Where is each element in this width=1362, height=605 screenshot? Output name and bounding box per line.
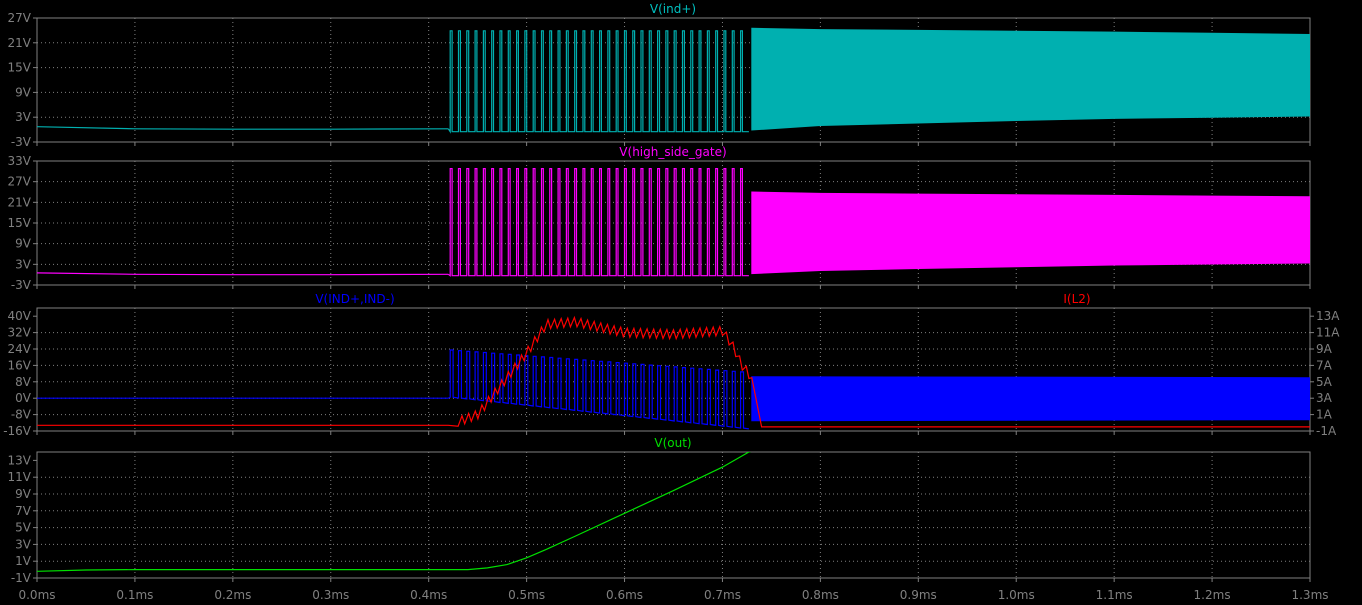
series-v-ind-ind-switching xyxy=(448,349,749,430)
y-tick-label: 16V xyxy=(8,358,32,372)
y-tick-label: -3V xyxy=(11,278,32,292)
y2-tick-label: 1A xyxy=(1316,408,1333,422)
series-v-out-line xyxy=(37,452,752,572)
x-tick-label: 0.4ms xyxy=(410,588,447,602)
y-tick-label: 3V xyxy=(15,537,32,551)
y2-tick-label: 9A xyxy=(1316,342,1333,356)
y-tick-label: -3V xyxy=(11,135,32,149)
chart-title: V(high_side_gate) xyxy=(619,145,726,159)
series-v-ind-ind-switching-band xyxy=(751,376,1310,422)
y-tick-label: 1V xyxy=(15,554,32,568)
x-tick-label: 1.1ms xyxy=(1096,588,1133,602)
x-tick-label: 0.2ms xyxy=(214,588,251,602)
plot-frame xyxy=(36,307,1311,432)
chart-pane-4: -1V 1V 3V 5V 7V 9V 11V 13V V(out) xyxy=(8,436,1311,585)
y-tick-label: 9V xyxy=(15,85,32,99)
x-axis: 0.0ms 0.1ms 0.2ms 0.3ms 0.4ms 0.5ms 0.6ms 0.7ms… xyxy=(18,588,1328,602)
series-v-high-side-gate-switching-band xyxy=(751,191,1310,275)
y2-tick-label: -1A xyxy=(1316,424,1337,438)
chart-pane-3: -16V -8V 0V 8V 16V 24V 32V 40V -1A 1A 3A 5A 7A 9A 11A 1… xyxy=(3,292,1340,438)
chart-pane-2: -3V 3V 9V 15V 21V 27V 33V V(high_side_gate) xyxy=(8,145,1311,292)
y-tick-label: 7V xyxy=(15,504,32,518)
y-tick-label: 5V xyxy=(15,521,32,535)
y-tick-label: 0V xyxy=(15,391,32,405)
series-i-l2-line xyxy=(37,315,1310,428)
y-tick-label: 33V xyxy=(8,154,32,168)
series-v-ind-switching-band xyxy=(751,27,1310,131)
chart-pane-1: -3V 3V 9V 15V 21V 27V V(ind+) xyxy=(8,2,1311,149)
x-tick-label: 1.0ms xyxy=(998,588,1035,602)
plot-area xyxy=(37,452,752,572)
series-v-high-side-gate-switching xyxy=(447,168,749,277)
series-v-ind-line xyxy=(37,126,449,130)
y-tick-label: 9V xyxy=(15,487,32,501)
y2-tick-label: 7A xyxy=(1316,358,1333,372)
y-tick-label: -16V xyxy=(3,424,32,438)
x-tick-label: 1.2ms xyxy=(1194,588,1231,602)
y-tick-label: -8V xyxy=(11,408,32,422)
x-tick-label: 0.0ms xyxy=(18,588,55,602)
y-tick-label: 32V xyxy=(8,326,32,340)
x-tick-label: 0.5ms xyxy=(508,588,545,602)
plot-area xyxy=(37,168,1310,277)
y-tick-label: 3V xyxy=(15,110,32,124)
plot-frame xyxy=(36,451,1311,579)
y-tick-label: 15V xyxy=(8,216,32,230)
y-tick-label: 3V xyxy=(15,257,32,271)
x-tick-label: 0.9ms xyxy=(900,588,937,602)
x-tick-label: 0.8ms xyxy=(802,588,839,602)
x-tick-label: 0.3ms xyxy=(312,588,349,602)
y2-tick-label: 11A xyxy=(1316,326,1340,340)
y2-tick-label: 5A xyxy=(1316,375,1333,389)
chart-title: V(ind+) xyxy=(650,2,696,16)
chart-title-left: V(IND+,IND-) xyxy=(315,292,394,306)
y-tick-label: 8V xyxy=(15,375,32,389)
series-v-high-side-gate-line xyxy=(37,272,449,276)
y2-tick-label: 13A xyxy=(1316,309,1340,323)
x-tick-label: 1.3ms xyxy=(1291,588,1328,602)
x-tick-label: 0.6ms xyxy=(606,588,643,602)
x-tick-label: 0.1ms xyxy=(116,588,153,602)
y-tick-label: -1V xyxy=(11,571,32,585)
chart-title-right: I(L2) xyxy=(1063,292,1090,306)
y-tick-label: 15V xyxy=(8,61,32,75)
y-tick-label: 21V xyxy=(8,36,32,50)
chart-title: V(out) xyxy=(654,436,691,450)
plot-area xyxy=(37,315,1310,430)
plot-area xyxy=(37,27,1310,134)
y-tick-label: 9V xyxy=(15,237,32,251)
y-tick-label: 24V xyxy=(8,342,32,356)
y-tick-label: 13V xyxy=(8,453,32,467)
y-tick-label: 11V xyxy=(8,470,32,484)
y-tick-label: 27V xyxy=(8,11,32,25)
y-tick-label: 27V xyxy=(8,175,32,189)
y2-tick-label: 3A xyxy=(1316,391,1333,405)
y-tick-label: 40V xyxy=(8,309,32,323)
x-tick-label: 0.7ms xyxy=(704,588,741,602)
series-v-ind-switching xyxy=(447,30,749,134)
y-tick-label: 21V xyxy=(8,195,32,209)
